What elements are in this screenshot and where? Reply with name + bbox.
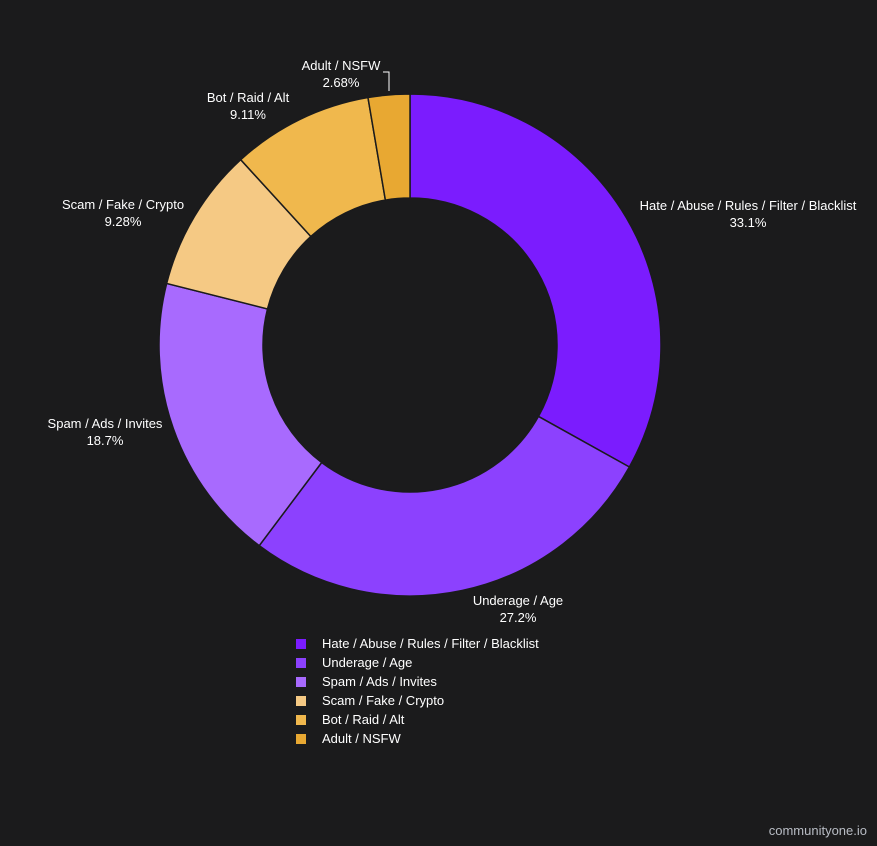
slice-spam-ads-invites[interactable] xyxy=(158,282,323,547)
legend-swatch xyxy=(296,733,306,744)
watermark-text: communityone.io xyxy=(768,823,867,838)
legend-swatch xyxy=(296,714,306,725)
slice-label-percent: 9.11% xyxy=(230,107,266,122)
legend-label: Spam / Ads / Invites xyxy=(322,674,437,689)
slice-label-name: Underage / Age xyxy=(473,593,563,608)
legend-swatch xyxy=(296,638,306,649)
slice-label-name: Spam / Ads / Invites xyxy=(48,416,163,431)
slice-label-percent: 9.28% xyxy=(105,214,142,229)
legend-item-scam-fake-crypto[interactable]: Scam / Fake / Crypto xyxy=(296,691,539,710)
legend-label: Adult / NSFW xyxy=(322,731,401,746)
slice-hate-abuse-rules-filter-blacklist[interactable] xyxy=(409,93,662,469)
legend-item-bot-raid-alt[interactable]: Bot / Raid / Alt xyxy=(296,710,539,729)
legend-swatch xyxy=(296,695,306,706)
chart-legend: Hate / Abuse / Rules / Filter / Blacklis… xyxy=(296,634,539,748)
legend-label: Scam / Fake / Crypto xyxy=(322,693,445,708)
slice-label-name: Hate / Abuse / Rules / Filter / Blacklis… xyxy=(640,198,857,213)
legend-swatch xyxy=(296,676,306,687)
legend-label: Underage / Age xyxy=(322,655,413,670)
slice-label-name: Scam / Fake / Crypto xyxy=(62,197,184,212)
slice-label-name: Adult / NSFW xyxy=(302,58,381,73)
legend-label: Hate / Abuse / Rules / Filter / Blacklis… xyxy=(322,636,539,651)
slice-label-percent: 2.68% xyxy=(323,75,360,90)
slice-label-percent: 27.2% xyxy=(500,610,537,625)
slice-labels: Hate / Abuse / Rules / Filter / Blacklis… xyxy=(48,58,857,625)
legend-item-adult-nsfw[interactable]: Adult / NSFW xyxy=(296,729,539,748)
legend-label: Bot / Raid / Alt xyxy=(322,712,405,727)
label-leader-lines xyxy=(383,71,390,91)
slice-label-percent: 33.1% xyxy=(730,215,767,230)
slice-adult-nsfw[interactable] xyxy=(367,93,411,201)
slice-label-name: Bot / Raid / Alt xyxy=(207,90,290,105)
legend-item-hate-abuse-rules-filter-blacklist[interactable]: Hate / Abuse / Rules / Filter / Blacklis… xyxy=(296,634,539,653)
legend-item-spam-ads-invites[interactable]: Spam / Ads / Invites xyxy=(296,672,539,691)
legend-item-underage-age[interactable]: Underage / Age xyxy=(296,653,539,672)
leader-line-adult-nsfw xyxy=(383,71,390,91)
donut-slices xyxy=(158,93,662,597)
slice-label-percent: 18.7% xyxy=(87,433,124,448)
legend-swatch xyxy=(296,657,306,668)
slice-underage-age[interactable] xyxy=(258,415,631,597)
